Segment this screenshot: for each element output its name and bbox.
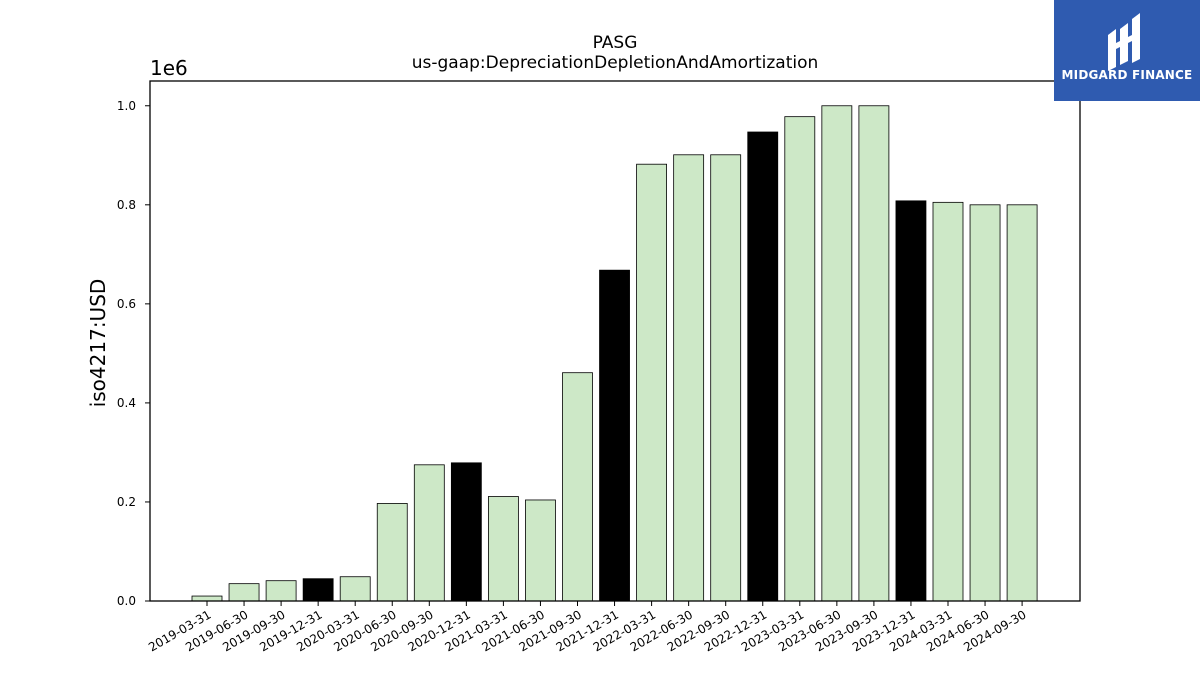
brand-logo: MIDGARD FINANCE xyxy=(1054,0,1200,101)
y-axis-multiplier: 1e6 xyxy=(150,56,188,80)
y-tick-label: 0.0 xyxy=(117,594,136,608)
bar-2024-09-30 xyxy=(1006,204,1038,602)
bars xyxy=(191,105,1038,602)
bar-2022-12-31 xyxy=(747,131,779,602)
x-axis-ticks: 2019-03-312019-06-302019-09-302019-12-31… xyxy=(146,601,1029,654)
plot-frame xyxy=(149,80,1081,602)
y-axis-ticks: 0.0 0.2 0.4 0.6 0.8 1.0 xyxy=(117,99,150,608)
bar-2024-03-31 xyxy=(932,201,964,602)
midgard-logo-icon xyxy=(1108,13,1140,71)
bar-2020-12-31 xyxy=(450,462,482,602)
bar-2019-09-30 xyxy=(265,580,297,602)
bar-2020-09-30 xyxy=(413,464,445,602)
bar-2021-06-30 xyxy=(525,499,556,602)
y-tick-label: 1.0 xyxy=(117,99,136,113)
chart-title: PASG xyxy=(593,33,638,53)
bar-2019-03-31 xyxy=(191,595,223,602)
y-tick-label: 0.4 xyxy=(117,396,136,410)
y-axis-label: iso4217:USD xyxy=(86,279,110,408)
bar-2023-06-30 xyxy=(821,105,853,602)
bar-2020-03-31 xyxy=(339,576,371,602)
bar-2021-12-31 xyxy=(599,269,630,602)
bar-2024-06-30 xyxy=(969,204,1001,602)
y-tick-label: 0.2 xyxy=(117,495,136,509)
bar-2019-12-31 xyxy=(302,578,334,602)
bar-2021-09-30 xyxy=(562,372,593,602)
bar-2022-06-30 xyxy=(673,154,705,602)
y-tick-label: 0.6 xyxy=(117,297,136,311)
bar-2020-06-30 xyxy=(376,503,408,602)
bar-2021-03-31 xyxy=(487,496,519,602)
y-tick-label: 0.8 xyxy=(117,198,136,212)
bar-2023-09-30 xyxy=(858,105,890,602)
bar-2023-03-31 xyxy=(784,116,816,602)
brand-name: MIDGARD FINANCE xyxy=(1061,68,1193,82)
bar-2019-06-30 xyxy=(228,583,260,602)
bar-2022-09-30 xyxy=(710,154,742,602)
bar-2023-12-31 xyxy=(895,200,927,602)
bar-2022-03-31 xyxy=(636,163,667,602)
chart-subtitle: us-gaap:DepreciationDepletionAndAmortiza… xyxy=(412,53,819,73)
